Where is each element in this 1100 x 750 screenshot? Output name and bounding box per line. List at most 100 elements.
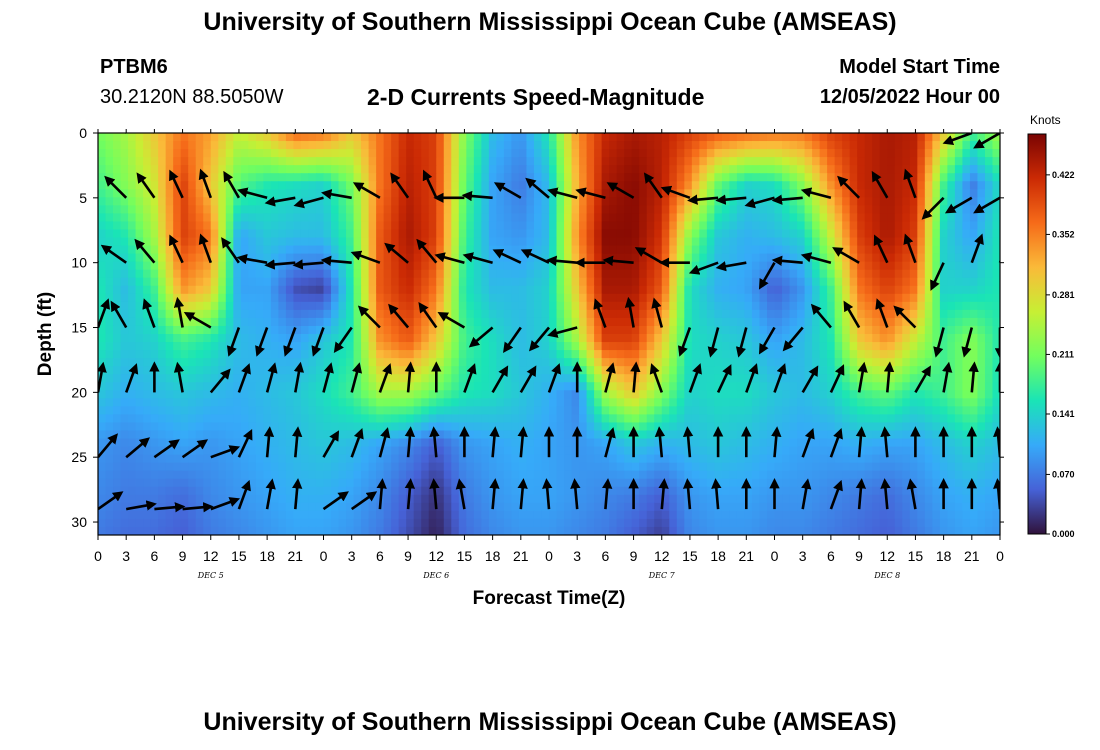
heatmap-cell [932, 446, 941, 456]
heatmap-cell [902, 358, 911, 367]
heatmap-cell [120, 382, 129, 391]
heatmap-cell [98, 414, 107, 424]
heatmap-cell [188, 317, 197, 327]
heatmap-cell [939, 237, 948, 247]
heatmap-cell [954, 366, 964, 375]
heatmap-cell [864, 430, 873, 440]
heatmap-cell [225, 133, 234, 142]
heatmap-cell [812, 317, 821, 327]
heatmap-cell [496, 229, 505, 239]
heatmap-cell [413, 197, 422, 206]
heatmap-cell [977, 334, 986, 343]
heatmap-cell [188, 165, 197, 174]
heatmap-cell [992, 374, 1000, 383]
heatmap-cell [864, 173, 873, 182]
heatmap-cell [969, 245, 979, 255]
heatmap-cell [954, 157, 964, 166]
heatmap-cell [135, 301, 144, 311]
heatmap-cell [609, 149, 618, 158]
heatmap-cell [864, 398, 873, 407]
heatmap-cell [466, 197, 475, 206]
heatmap-cell [669, 133, 678, 142]
heatmap-cell [346, 293, 355, 303]
heatmap-cell [518, 390, 528, 399]
heatmap-cell [744, 261, 753, 271]
heatmap-cell [458, 205, 467, 214]
heatmap-cell [391, 133, 400, 142]
heatmap-cell [391, 205, 400, 214]
heatmap-cell [766, 422, 776, 432]
heatmap-cell [759, 406, 768, 415]
heatmap-cell [195, 334, 204, 343]
heatmap-cell [255, 205, 264, 214]
heatmap-cell [135, 390, 144, 399]
heatmap-cell [225, 462, 234, 472]
heatmap-cell [819, 293, 828, 303]
heatmap-cell [225, 301, 234, 311]
heatmap-cell [391, 374, 400, 383]
heatmap-cell [902, 422, 911, 432]
heatmap-cell [466, 309, 475, 319]
heatmap-cell [849, 454, 858, 464]
heatmap-cell [278, 157, 287, 166]
heatmap-cell [774, 342, 783, 351]
heatmap-cell [188, 253, 197, 263]
heatmap-cell [939, 245, 948, 255]
heatmap-cell [473, 350, 482, 359]
heatmap-cell [676, 406, 685, 415]
heatmap-cell [526, 430, 535, 440]
heatmap-cell [173, 414, 182, 424]
heatmap-cell [406, 189, 415, 198]
heatmap-cell [105, 414, 114, 424]
heatmap-cell [601, 133, 610, 142]
heatmap-cell [601, 205, 610, 214]
heatmap-cell [218, 334, 227, 343]
heatmap-cell [797, 205, 806, 214]
heatmap-cell [947, 229, 956, 239]
heatmap-cell [887, 342, 896, 351]
heatmap-cell [496, 414, 505, 424]
heatmap-cell [105, 422, 114, 432]
heatmap-cell [812, 430, 821, 440]
heatmap-cell [533, 165, 543, 174]
heatmap-cell [541, 334, 550, 343]
heatmap-cell [346, 213, 355, 223]
heatmap-cell [766, 390, 776, 399]
heatmap-cell [255, 462, 264, 472]
heatmap-cell [849, 269, 858, 279]
heatmap-cell [376, 141, 385, 150]
heatmap-cell [270, 454, 279, 464]
heatmap-cell [699, 309, 708, 319]
heatmap-cell [338, 213, 347, 223]
heatmap-cell [736, 157, 746, 166]
heatmap-cell [270, 446, 279, 456]
heatmap-cell [503, 229, 513, 239]
heatmap-cell [293, 446, 302, 456]
heatmap-cell [902, 181, 911, 190]
heatmap-cell [113, 141, 122, 150]
heatmap-cell [285, 325, 295, 335]
heatmap-cell [218, 253, 227, 263]
heatmap-cell [842, 205, 851, 214]
heatmap-cell [812, 438, 821, 448]
heatmap-cell [113, 406, 122, 415]
heatmap-cell [654, 454, 663, 464]
heatmap-cell [774, 173, 783, 182]
heatmap-cell [962, 189, 971, 198]
heatmap-cell [526, 446, 535, 456]
heatmap-cell [902, 149, 911, 158]
heatmap-cell [721, 221, 730, 231]
heatmap-cell [729, 398, 738, 407]
heatmap-cell [376, 342, 385, 351]
heatmap-cell [135, 382, 144, 391]
heatmap-cell [503, 269, 513, 279]
heatmap-cell [353, 390, 362, 399]
heatmap-cell [924, 334, 933, 343]
heatmap-cell [188, 149, 197, 158]
heatmap-cell [436, 269, 445, 279]
heatmap-cell [894, 269, 903, 279]
heatmap-cell [706, 422, 715, 432]
heatmap-cell [105, 430, 114, 440]
heatmap-cell [804, 205, 813, 214]
heatmap-cell [774, 237, 783, 247]
